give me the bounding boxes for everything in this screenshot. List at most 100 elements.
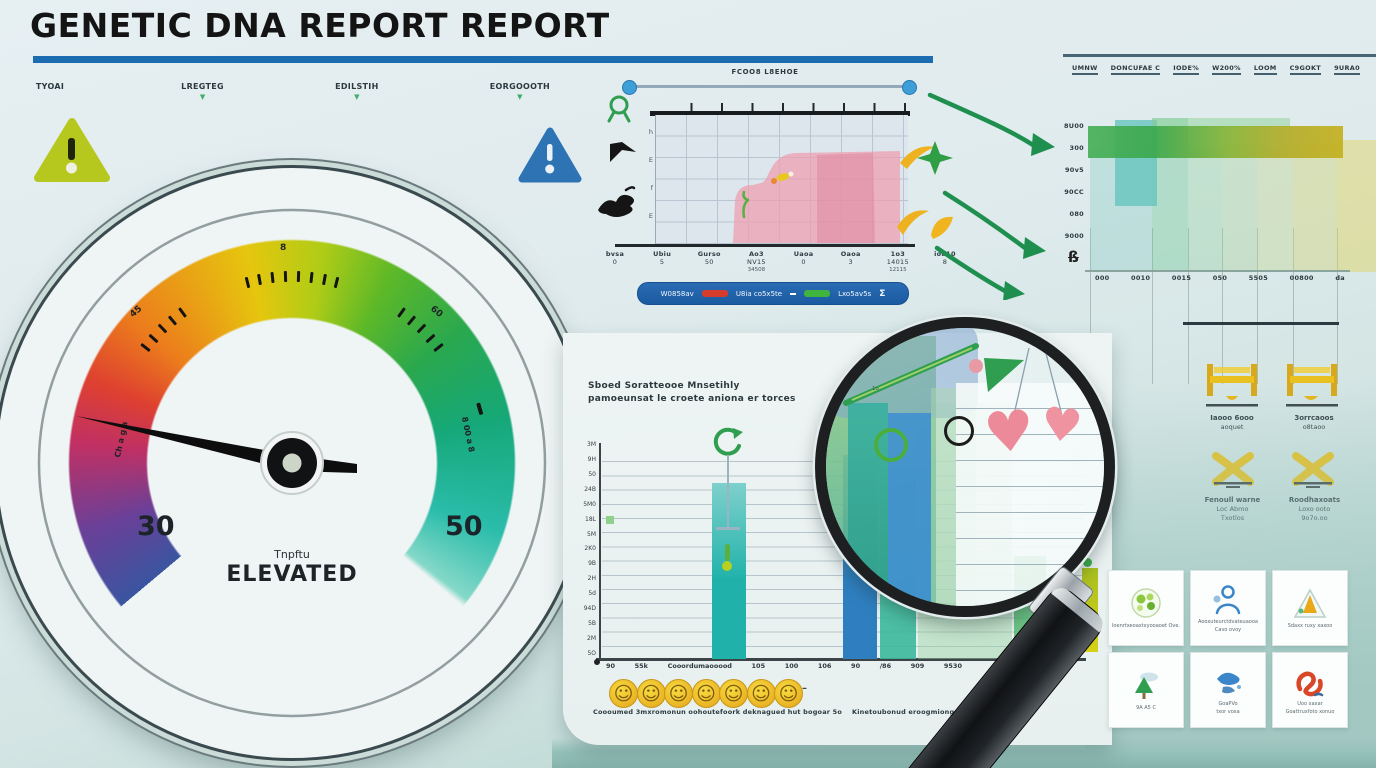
light-green-band [1152, 118, 1290, 127]
card-bird[interactable]: GoaPVo txor voxa [1190, 652, 1266, 728]
card-person[interactable]: Aooxuteurctdvateuaooa Cavo ovoy [1190, 570, 1266, 646]
smiley-face-icon: ☺ [719, 679, 748, 708]
column-tint-4 [1222, 145, 1257, 272]
arrowhead-1 [1031, 133, 1055, 156]
exclamation-bar [547, 144, 553, 161]
green-down-arrow-icon: ▼ [354, 93, 360, 101]
exclamation-dot [545, 164, 555, 174]
magnifier-lens[interactable]: ♥ ♥ 1o [815, 317, 1115, 617]
column-tint-6 [1293, 143, 1337, 272]
flag-icon [610, 142, 636, 162]
grouped-chart-plot [1085, 112, 1376, 384]
green-square-marker [606, 516, 614, 524]
column-header: 9URA0 [1334, 64, 1360, 75]
area-chart-x-labels: bvsa 0 Ubiu 5 Gurso 50 Ao3 NV15 34508 [602, 250, 958, 274]
heart-wire-2 [1041, 337, 1065, 424]
page-title: GENETIC DNA REPORT REPORT [30, 6, 610, 45]
plumb-line [727, 455, 729, 527]
column-header: UMNW [1072, 64, 1098, 75]
gauge-status: ELEVATED [226, 562, 358, 587]
section-divider [1183, 322, 1339, 325]
x-label: 105 [751, 662, 766, 670]
x-label: 5505 [1248, 274, 1269, 282]
bottom-chart-x-labels: 90 55k Cooordumaooood 105 100 106 90/86 909 9530 [606, 662, 962, 670]
y-tick: 18L [585, 515, 596, 523]
tiny-label: 1o [872, 386, 879, 392]
yellow-crescent-icon-2 [897, 210, 929, 235]
legend-dash [790, 292, 797, 295]
pink-area-shape [733, 151, 900, 243]
x-label: 0010 [1131, 274, 1151, 282]
y-tick: 5O [587, 649, 596, 657]
y-tick: 50 [588, 470, 596, 478]
y-tick: 9H [587, 455, 596, 463]
header-label-row: TYOAI LREGTEG ▼ EDILSTIH ▼ EORGOOOTH ▼ [30, 82, 550, 101]
pink-ball [969, 359, 983, 373]
card-ribbon[interactable]: Uoo xaxar Goattruxfoto xonuo [1272, 652, 1348, 728]
tree-icon [1135, 672, 1158, 699]
gauge-high-value: 50 [445, 511, 483, 542]
y-tick: 5M0 [583, 500, 596, 508]
x-label: 100 [784, 662, 799, 670]
y-tick: 2K0 [584, 545, 596, 553]
y-tick-label: h [648, 128, 653, 136]
y-tick-label: E [648, 156, 653, 164]
header-label-text: EDILSTIH [335, 82, 379, 91]
x-label: Ubiu 5 [653, 250, 672, 267]
caption-right: Kinetoubonud eroogmiongclooone Soemo goo… [852, 708, 1034, 716]
caption-left: Coooumed 3mxromonun oohoutefoork deknagu… [593, 708, 843, 716]
y-label: 8U00 [1063, 122, 1084, 130]
magnified-view: ♥ ♥ 1o [826, 328, 1104, 606]
header-label: TYOAI [30, 82, 70, 101]
gauge-status-small: Tnpftu [274, 548, 310, 561]
slider-chart-title: FCOO8 L8EHOE [731, 68, 799, 76]
gauge-low-value: 30 [137, 511, 175, 542]
y-label: 300 [1069, 144, 1084, 152]
grouped-chart-y-labels: 8U00 300 90v5 90CC 080 9000 [1058, 122, 1084, 240]
column-header: DONCUFAE C [1110, 64, 1161, 75]
teal-bar [712, 483, 746, 659]
slider-handle-right[interactable] [902, 80, 917, 95]
y-tick: 2H [587, 575, 596, 583]
x-label: Oaoa 3 [840, 250, 861, 267]
card-triangle[interactable]: Sdaxx ruxy xaxoo [1272, 570, 1348, 646]
x-label: 0015 [1171, 274, 1192, 282]
x-label: 106 [817, 662, 832, 670]
column-tint-5 [1257, 150, 1293, 272]
circular-arrow-icon [713, 427, 743, 456]
award-ribbon-icon [607, 95, 631, 123]
x-label: 909 [910, 662, 925, 670]
risk-gauge: 45 8 60 Ch a g a 8 00 a 8 30 50 Tnpftu E… [0, 165, 590, 761]
down-right-arrow-2 [942, 190, 1028, 251]
header-label-text: TYOAI [35, 82, 65, 91]
x-label: 90 [606, 662, 616, 670]
header-label: EDILSTIH ▼ [335, 82, 378, 101]
column-header: C9GOKT [1289, 64, 1322, 75]
smiley-face-icon: ☺ [774, 679, 803, 708]
y-label: 90CC [1064, 188, 1084, 196]
heart-icon-1: ♥ [981, 397, 1037, 468]
title-underline-bar [33, 56, 933, 63]
magnified-annotations [838, 337, 1065, 429]
header-label-text: LREGTEG [181, 82, 224, 91]
x-label: Cooordumaooood [667, 662, 732, 670]
green-flag [984, 358, 1024, 392]
y-tick: 94D [583, 605, 596, 613]
y-label: 080 [1069, 210, 1084, 218]
black-circle-outline [944, 416, 974, 446]
x-label: Gurso 50 [697, 250, 721, 267]
slider-handle-left[interactable] [622, 80, 637, 95]
plumb-base [716, 527, 740, 530]
card-tree[interactable]: 9A A5 C [1108, 652, 1184, 728]
magnified-grid-panel [956, 383, 1104, 606]
heat-band [1088, 126, 1343, 158]
x-label: 90 [851, 662, 861, 670]
y-tick: 5M [587, 530, 596, 538]
x-label: 000 [1095, 274, 1110, 282]
yellow-dot-marker [722, 561, 732, 571]
y-tick: 9B [588, 560, 596, 568]
x-label: Uaoa 0 [793, 250, 814, 267]
card-cells[interactable]: Ioenrtxeoaxtxyooaoet Ove. [1108, 570, 1184, 646]
person-icon [1213, 585, 1241, 614]
arrowhead-3 [1003, 281, 1025, 300]
